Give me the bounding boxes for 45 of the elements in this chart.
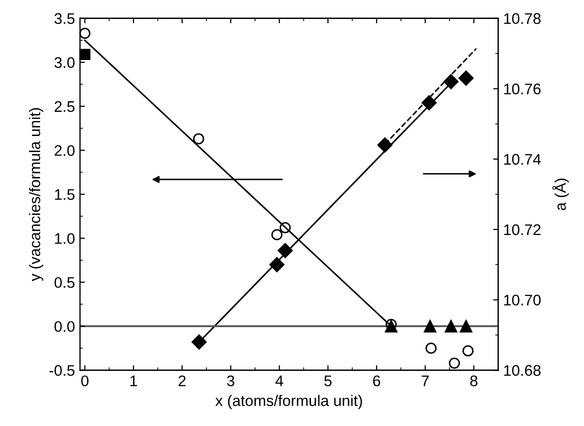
- y2-tick-label: 10.78: [504, 13, 541, 24]
- x-axis-title: x (atoms/formula unit): [215, 394, 362, 410]
- point: [462, 345, 474, 356]
- y2-tick-label: 10.68: [504, 365, 541, 376]
- point: [443, 74, 459, 90]
- y2-axis-title: a (Å): [552, 178, 569, 210]
- x-tick-label: 2: [178, 375, 186, 386]
- y-tick-label: 1.5: [55, 189, 75, 200]
- y2-tick-label: 10.74: [504, 154, 541, 165]
- point: [426, 342, 437, 354]
- point: [424, 320, 436, 332]
- y-tick-label: 0.0: [54, 321, 75, 332]
- x-tick-label: 1: [130, 376, 137, 386]
- point: [79, 48, 90, 60]
- x-tick-label: 5: [324, 376, 332, 386]
- y-tick-label: 2.0: [54, 145, 75, 156]
- point: [193, 133, 204, 144]
- point: [280, 222, 291, 234]
- point: [422, 95, 437, 110]
- x-tick-label: 0: [81, 375, 89, 386]
- point: [79, 28, 90, 39]
- y-tick-label: 2.5: [54, 101, 75, 112]
- y-tick-label: -0.5: [50, 365, 75, 376]
- point: [192, 334, 207, 350]
- point: [448, 358, 460, 369]
- x-tick-label: 7: [422, 376, 429, 386]
- y2-tick-label: 10.70: [504, 294, 541, 306]
- y-tick-label: 1.0: [55, 233, 75, 244]
- x-tick-label: 6: [373, 375, 380, 386]
- y-tick-label: 3.0: [54, 57, 75, 68]
- point: [377, 137, 392, 153]
- x-tick-label: 4: [275, 376, 284, 386]
- y-tick-label: 3.5: [54, 13, 75, 24]
- y2-tick-label: 10.76: [504, 84, 541, 94]
- y-tick-label: 0.5: [54, 277, 75, 288]
- point: [278, 242, 293, 258]
- point: [269, 257, 284, 272]
- point: [458, 70, 474, 86]
- x-tick-label: 3: [227, 375, 234, 386]
- point: [460, 320, 472, 332]
- y2-tick-label: 10.72: [504, 224, 540, 236]
- point: [444, 320, 458, 332]
- x-tick-label: 8: [470, 375, 478, 386]
- point: [271, 229, 282, 240]
- y-axis-title: y (vacancies/formula unit): [29, 108, 44, 282]
